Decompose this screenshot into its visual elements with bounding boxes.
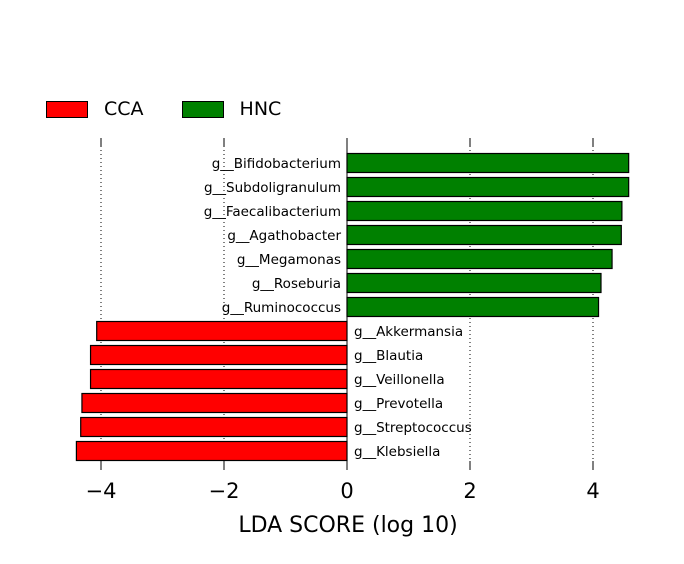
bar [89,368,348,390]
bar [75,440,348,462]
category-label: g__Streptococcus [354,420,472,436]
bar [346,176,630,198]
x-tick-label: −4 [86,479,117,503]
category-label: g__Akkermansia [354,324,463,340]
bar [80,416,348,438]
category-label: g__Ruminococcus [222,300,341,316]
legend-item-cca: CCA [46,98,144,120]
bar [346,224,622,246]
legend-swatch-cca [46,100,88,118]
bars [75,152,630,462]
x-axis: −4 −2 0 2 4 [86,138,600,503]
legend-swatch-hnc [181,100,224,118]
bar [89,344,348,366]
x-tick-label: −2 [209,479,240,503]
category-label: g__Megamonas [237,252,341,268]
bar [346,272,602,294]
x-tick-label: 4 [586,479,599,503]
x-tick-label: 2 [463,479,476,503]
legend: CCA HNC [46,98,319,120]
category-label: g__Veillonella [354,372,445,388]
legend-label-hnc: HNC [239,98,282,120]
category-labels: g__Bifidobacterium g__Subdoligranulum g__F… [204,156,472,460]
legend-label-cca: CCA [104,98,144,120]
category-label: g__Roseburia [252,276,341,292]
bar [346,296,600,318]
category-label: g__Subdoligranulum [204,180,341,196]
category-label: g__Prevotella [354,396,443,412]
bar [96,320,348,342]
bar [81,392,348,414]
category-label: g__Agathobacter [227,228,341,244]
legend-item-hnc: HNC [181,98,282,120]
category-label: g__Bifidobacterium [212,156,341,172]
bar [346,152,630,174]
category-label: g__Faecalibacterium [204,204,341,220]
bar [346,248,613,270]
x-tick-label: 0 [340,479,353,503]
category-label: g__Blautia [354,348,423,364]
bar [346,200,623,222]
x-axis-label: LDA SCORE (log 10) [238,513,457,538]
category-label: g__Klebsiella [354,444,440,460]
